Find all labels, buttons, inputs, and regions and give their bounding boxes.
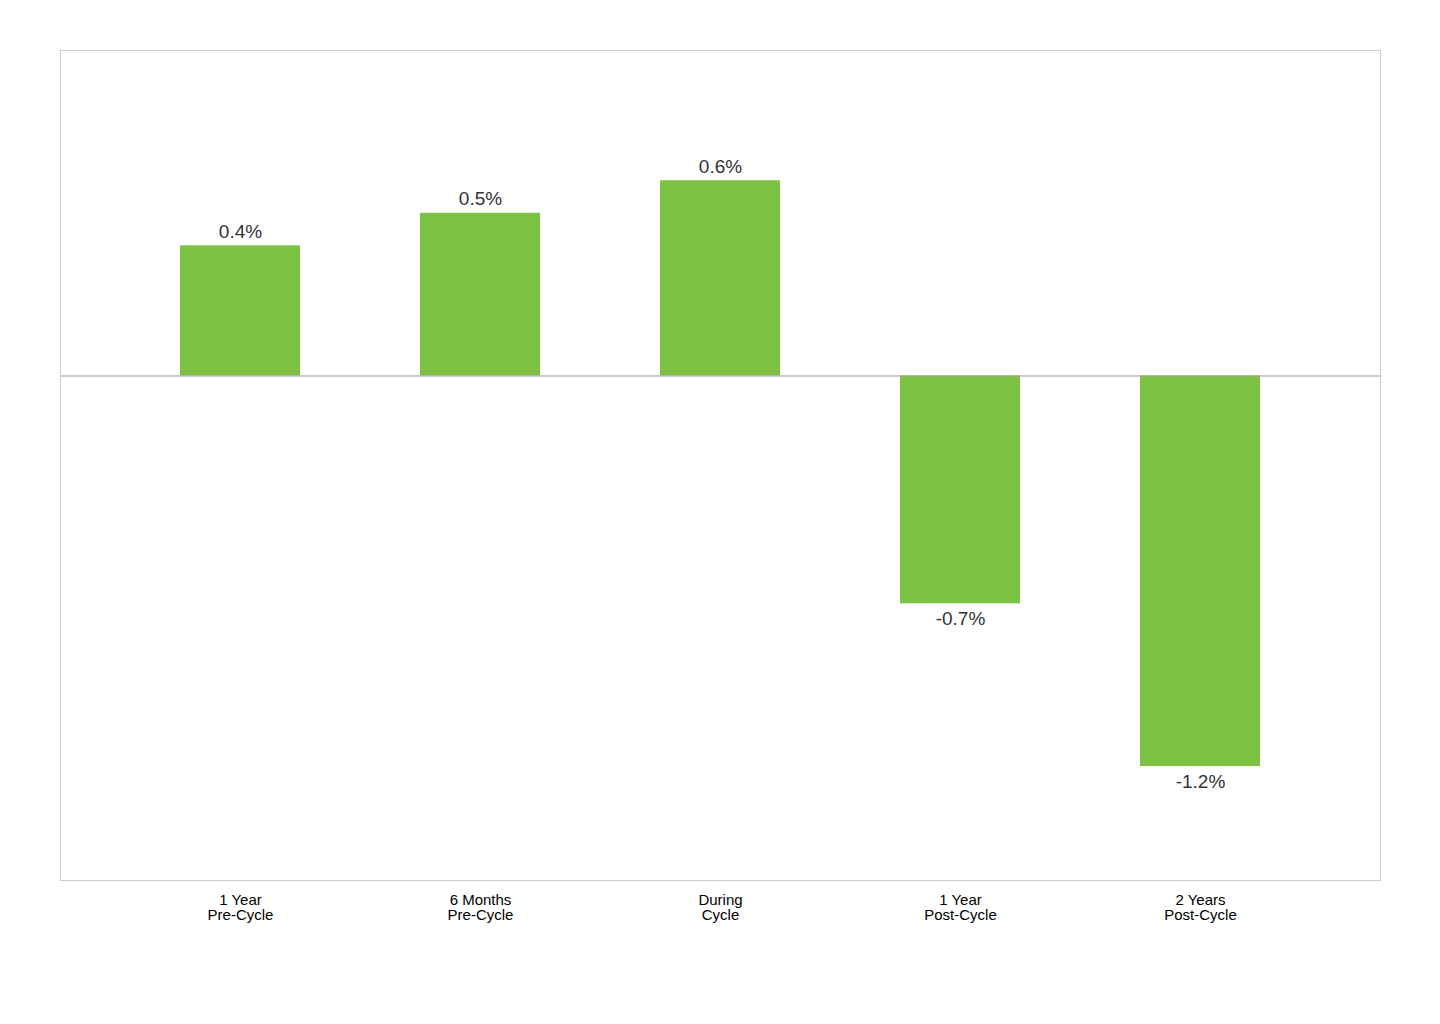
svg-text:-1.2%: -1.2% bbox=[1176, 771, 1226, 792]
svg-text:1 YearPost-Cycle: 1 YearPost-Cycle bbox=[924, 891, 997, 923]
svg-text:-0.7%: -0.7% bbox=[936, 608, 986, 629]
svg-text:1 YearPre-Cycle: 1 YearPre-Cycle bbox=[208, 891, 274, 923]
svg-text:0.5%: 0.5% bbox=[459, 188, 502, 209]
svg-text:6 MonthsPre-Cycle: 6 MonthsPre-Cycle bbox=[448, 891, 514, 923]
svg-text:0.6%: 0.6% bbox=[699, 156, 742, 177]
svg-text:0.4%: 0.4% bbox=[219, 221, 262, 242]
svg-text:DuringCycle: DuringCycle bbox=[698, 891, 742, 923]
svg-text:2 YearsPost-Cycle: 2 YearsPost-Cycle bbox=[1164, 891, 1237, 923]
